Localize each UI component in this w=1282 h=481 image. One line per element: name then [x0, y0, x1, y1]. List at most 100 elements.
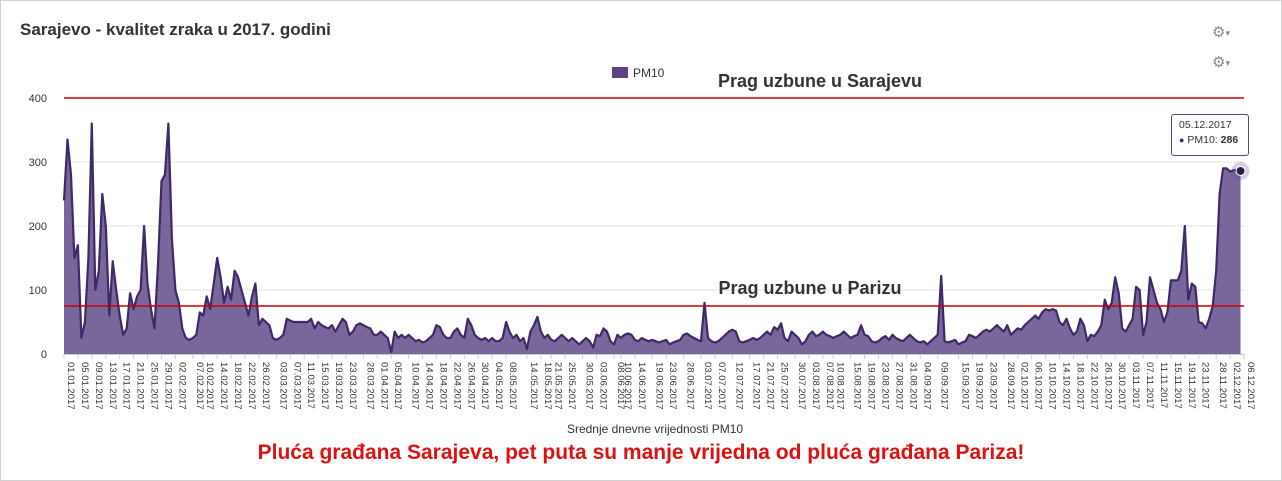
x-tick-label: 29.01.2017	[162, 362, 173, 410]
x-tick-label: 21.05.2017	[552, 362, 563, 410]
x-tick-label: 27.08.2017	[893, 362, 904, 410]
pm10-series	[62, 122, 1250, 354]
x-tick-label: 03.07.2017	[702, 362, 713, 410]
x-axis-title: Srednje dnevne vrijednosti PM10	[567, 422, 743, 436]
x-tick-label: 22.04.2017	[451, 362, 462, 410]
x-tick-label: 17.01.2017	[121, 362, 132, 410]
gear-icon: ⚙	[1212, 54, 1226, 71]
x-tick-label: 17.07.2017	[751, 362, 762, 410]
x-tick-label: 02.02.2017	[176, 362, 187, 410]
legend-item-pm10[interactable]: PM10	[612, 66, 664, 80]
reference-line-label: Prag uzbune u Sarajevu	[718, 71, 922, 91]
x-tick-label: 06.12.2017	[1245, 362, 1256, 410]
x-tick-label: 25.01.2017	[149, 362, 160, 410]
x-tick-label: 13.01.2017	[107, 362, 118, 410]
x-tick-label: 30.05.2017	[584, 362, 595, 410]
x-tick-label: 04.05.2017	[493, 362, 504, 410]
x-tick-label: 18.04.2017	[437, 362, 448, 410]
x-tick-label: 07.08.2017	[824, 362, 835, 410]
legend-swatch	[612, 67, 628, 78]
x-tick-label: 19.06.2017	[653, 362, 664, 410]
x-tick-label: 09.01.2017	[93, 362, 104, 410]
pm10-line	[62, 122, 1241, 354]
x-tick-label: 21.01.2017	[135, 362, 146, 410]
x-tick-label: 28.06.2017	[685, 362, 696, 410]
x-tick-label: 22.02.2017	[246, 362, 257, 410]
x-tick-label: 23.09.2017	[987, 362, 998, 410]
y-tick-label: 100	[29, 285, 47, 297]
x-tick-label: 22.10.2017	[1088, 362, 1099, 410]
y-axis: 0 100 200 300 400	[29, 93, 47, 361]
x-tick-label: 30.10.2017	[1116, 362, 1127, 410]
x-tick-label: 07.07.2017	[716, 362, 727, 410]
x-tick-label: 10.08.2017	[834, 362, 845, 410]
x-tick-label: 28.11.2017	[1217, 362, 1228, 409]
gear-icon: ⚙	[1212, 24, 1226, 41]
x-tick-label: 28.03.2017	[364, 362, 375, 410]
x-tick-label: 11.03.2017	[305, 362, 316, 409]
x-tick-label: 06.10.2017	[1033, 362, 1044, 410]
x-tick-label: 14.02.2017	[218, 362, 229, 410]
x-tick-label: 03.11.2017	[1130, 362, 1141, 409]
data-tooltip: 05.12.2017 ● PM10: 286	[1171, 114, 1249, 156]
x-tick-label: 31.08.2017	[907, 362, 918, 410]
x-tick-label: 10.04.2017	[410, 362, 421, 410]
x-tick-label: 03.06.2017	[598, 362, 609, 410]
x-tick-label: 18.10.2017	[1074, 362, 1085, 410]
x-tick-label: 11.11.2017	[1158, 362, 1169, 408]
x-tick-label: 25.07.2017	[779, 362, 790, 410]
y-tick-label: 300	[29, 157, 47, 169]
legend-label: PM10	[633, 66, 665, 80]
x-tick-label: 15.09.2017	[960, 362, 971, 410]
reference-lines: Prag uzbune u Sarajevu Prag uzbune u Pari…	[64, 71, 1244, 307]
x-tick-label: 26.04.2017	[465, 362, 476, 410]
x-tick-label: 07.02.2017	[194, 362, 205, 410]
x-tick-label: 28.09.2017	[1005, 362, 1016, 410]
x-tick-label: 30.04.2017	[479, 362, 490, 410]
x-tick-label: 02.10.2017	[1019, 362, 1030, 410]
tooltip-bullet-icon: ●	[1179, 135, 1185, 145]
x-tick-label: 14.10.2017	[1061, 362, 1072, 410]
x-tick-label: 23.06.2017	[667, 362, 678, 410]
x-tick-label: 05.04.2017	[392, 362, 403, 410]
y-tick-label: 0	[41, 349, 47, 361]
x-tick-label: 19.09.2017	[973, 362, 984, 410]
tooltip-value: 286	[1220, 134, 1239, 146]
chart-export-button[interactable]: ⚙▾	[1212, 55, 1240, 71]
data-point-marker	[1235, 165, 1246, 176]
chevron-down-icon: ▾	[1225, 58, 1230, 69]
x-tick-label: 12.07.2017	[733, 362, 744, 410]
x-tick-label: 03.03.2017	[277, 362, 288, 410]
x-tick-label: 14.05.2017	[528, 362, 539, 410]
x-tick-label: 09.09.2017	[939, 362, 950, 410]
x-tick-label: 10.10.2017	[1047, 362, 1058, 410]
x-tick-label: 07.11.2017	[1144, 362, 1155, 409]
x-tick-label: 10.06.2017	[622, 362, 633, 410]
x-tick-label: 23.03.2017	[347, 362, 358, 410]
x-tick-label: 08.06.2017	[615, 362, 626, 410]
chart-menu-button[interactable]: ⚙▾	[1212, 25, 1240, 41]
chart-title: Sarajevo - kvalitet zraka u 2017. godini	[20, 20, 331, 39]
y-tick-label: 400	[29, 93, 47, 105]
chevron-down-icon: ▾	[1225, 28, 1230, 39]
x-tick-label: 04.09.2017	[921, 362, 932, 410]
x-tick-label: 01.01.2017	[65, 362, 76, 410]
x-tick-label: 10.02.2017	[204, 362, 215, 410]
x-tick-label: 01.04.2017	[378, 362, 389, 410]
x-tick-label: 26.02.2017	[260, 362, 271, 410]
tooltip-series: PM10	[1187, 134, 1215, 146]
x-tick-label: 15.08.2017	[852, 362, 863, 410]
x-tick-label: 19.08.2017	[866, 362, 877, 410]
x-tick-label: 02.12.2017	[1231, 362, 1242, 410]
x-tick-label: 03.08.2017	[810, 362, 821, 410]
reference-line-label: Prag uzbune u Parizu	[718, 278, 901, 298]
x-axis: 01.01.2017 05.01.2017 09.01.2017 13.01.2017…	[63, 354, 1256, 410]
pm10-area	[64, 123, 1241, 354]
x-tick-label: 19.11.2017	[1186, 362, 1197, 409]
x-tick-label: 19.03.2017	[333, 362, 344, 410]
x-tick-label: 14.06.2017	[636, 362, 647, 410]
x-tick-label: 08.05.2017	[507, 362, 518, 410]
tooltip-separator: :	[1214, 134, 1221, 146]
x-tick-label: 07.03.2017	[291, 362, 302, 410]
x-tick-label: 23.11.2017	[1200, 362, 1211, 409]
